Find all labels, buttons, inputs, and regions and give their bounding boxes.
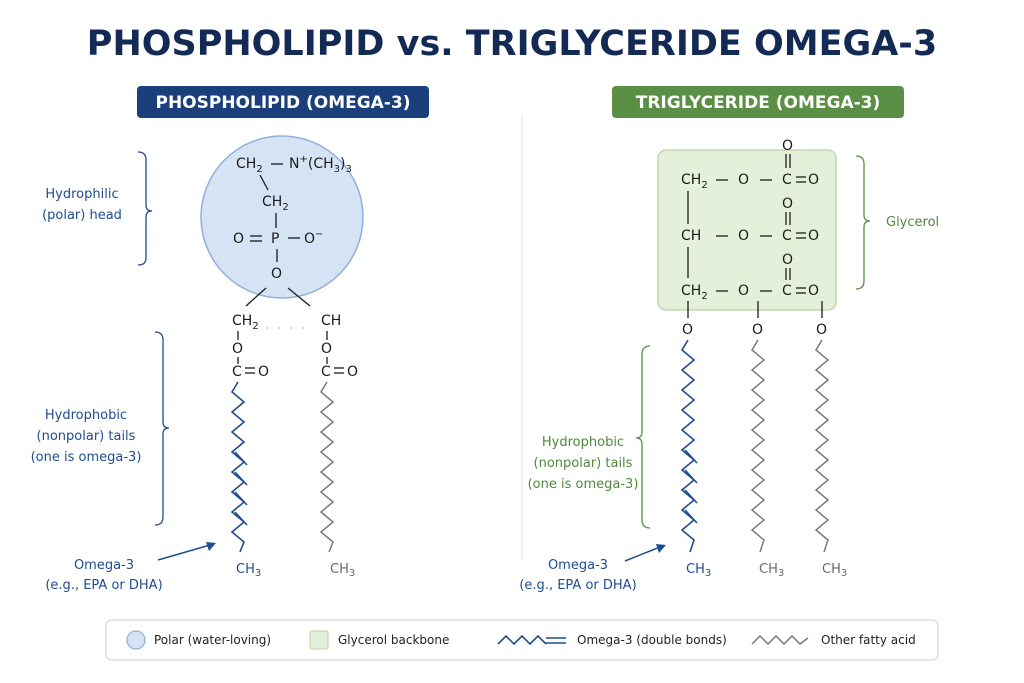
tg-omega-label-line1: Omega-3 (548, 558, 608, 573)
triglyceride-header: TRIGLYCERIDE (OMEGA-3) (636, 93, 881, 113)
tails-label-line2: (nonpolar) tails (37, 429, 136, 444)
tg-row1-o-dbl: O (808, 172, 819, 188)
atom-ch-right: CH (321, 313, 341, 329)
phospholipid-header: PHOSPHOLIPID (OMEGA-3) (155, 93, 410, 113)
atom-o-eq: O (233, 231, 244, 247)
atom-ch2-mid: CH2 (262, 194, 289, 213)
atom-o-link: O (271, 266, 282, 282)
tails-label-line1: Hydrophobic (45, 408, 127, 423)
legend-box (105, 619, 939, 661)
omega3-tail-chain (230, 381, 246, 553)
omega-label-line2: (e.g., EPA or DHA) (45, 578, 162, 593)
tg-row3-o: O (738, 283, 749, 299)
tg-tails-brace-icon (635, 345, 651, 529)
page-title: PHOSPHOLIPID vs. TRIGLYCERIDE OMEGA-3 (87, 24, 937, 64)
omega-label-line1: Omega-3 (74, 558, 134, 573)
tg-other-tail-chain-2 (814, 339, 830, 553)
atom-o-minus: O− (304, 229, 323, 247)
bond-link-left (245, 287, 267, 307)
glycerol-square-icon (309, 630, 329, 650)
tg-tails-label-line2: (nonpolar) tails (534, 456, 633, 471)
atom-o2: O (321, 341, 332, 357)
tg-row2-o-dbl: O (808, 228, 819, 244)
atom-ch2-top: CH2 (236, 156, 263, 175)
atom-n-plus: N+(CH3)3 (289, 154, 352, 175)
tg-other-tail-chain-1 (750, 339, 766, 553)
double-bond-3 (234, 491, 248, 506)
tg-omega-label-line2: (e.g., EPA or DHA) (519, 578, 636, 593)
tg-double-bond-2 (684, 469, 698, 484)
other-tail-chain (319, 381, 335, 553)
tg-ch3-3: CH3 (822, 562, 847, 579)
tg-row1-o-top: O (782, 138, 793, 154)
double-bond-2 (234, 471, 248, 486)
tg-tails-label-line1: Hydrophobic (542, 435, 624, 450)
tg-omega3-tail-chain (680, 339, 696, 553)
tg-row2-c: C (782, 228, 792, 244)
phospholipid-panel: PHOSPHOLIPID (OMEGA-3) CH2 N+(CH3)3 CH2 … (31, 86, 429, 593)
tg-row2-o: O (738, 228, 749, 244)
tails-brace-icon (154, 331, 170, 526)
atom-p: P (271, 231, 279, 247)
phospholipid-header-pill (137, 86, 429, 118)
glycerol-brace-icon (855, 155, 871, 290)
glycerol-box (657, 149, 837, 311)
tg-row1-c: C (782, 172, 792, 188)
tg-ch3-2: CH3 (759, 562, 784, 579)
tg-tail-o-1: O (682, 322, 693, 338)
polar-circle-icon (126, 630, 146, 650)
polar-head-circle (200, 135, 364, 299)
tg-row2-o-top: O (782, 196, 793, 212)
tg-double-bond-1 (684, 449, 698, 464)
tg-row3-o-dbl: O (808, 283, 819, 299)
tails-label-line3: (one is omega-3) (31, 450, 142, 465)
tail-ch3-gray: CH3 (330, 562, 355, 579)
tg-omega-arrow-icon (624, 546, 661, 562)
tg-ch3-1: CH3 (686, 562, 711, 579)
atom-ch2-left: CH2 (232, 313, 259, 332)
head-label-line1: Hydrophilic (45, 187, 118, 202)
bond-link-right (287, 287, 311, 307)
legend: Polar (water-loving) Glycerol backbone O… (105, 619, 939, 661)
atom-o-dbl2: O (347, 364, 358, 380)
tg-row1-carbon: CH2 (681, 172, 708, 191)
double-bond-1 (234, 451, 248, 466)
glycerol-label: Glycerol (886, 215, 939, 230)
triglyceride-header-pill (612, 86, 904, 118)
tg-row2-carbon: CH (681, 228, 701, 244)
tg-tail-o-2: O (752, 322, 763, 338)
omega-zigzag-icon (497, 634, 547, 646)
tail-ch3-blue: CH3 (236, 562, 261, 579)
legend-omega: Omega-3 (double bonds) (577, 633, 727, 647)
tg-row3-o-top: O (782, 252, 793, 268)
double-bond-4 (234, 511, 248, 526)
tg-row3-c: C (782, 283, 792, 299)
tg-row3-carbon: CH2 (681, 283, 708, 302)
bond-head-1 (259, 174, 269, 191)
triglyceride-panel: TRIGLYCERIDE (OMEGA-3) CH2 O C O O CH O … (519, 86, 939, 593)
legend-other: Other fatty acid (821, 633, 916, 647)
other-zigzag-icon (751, 634, 809, 646)
omega-arrow-icon (157, 544, 211, 561)
tg-double-bond-4 (684, 509, 698, 524)
head-brace-icon (137, 151, 153, 266)
atom-c1: C (232, 364, 242, 380)
tg-tails-label-line3: (one is omega-3) (528, 477, 639, 492)
atom-o-dbl1: O (258, 364, 269, 380)
tg-double-bond-3 (684, 489, 698, 504)
tg-omega-arrowhead-icon (656, 544, 666, 553)
tg-tail-o-3: O (816, 322, 827, 338)
omega-arrowhead-icon (206, 542, 216, 551)
atom-o1: O (232, 341, 243, 357)
atom-c2: C (321, 364, 331, 380)
head-label-line2: (polar) head (42, 208, 122, 223)
legend-polar: Polar (water-loving) (154, 633, 271, 647)
tg-row1-o: O (738, 172, 749, 188)
legend-glycerol: Glycerol backbone (338, 633, 449, 647)
